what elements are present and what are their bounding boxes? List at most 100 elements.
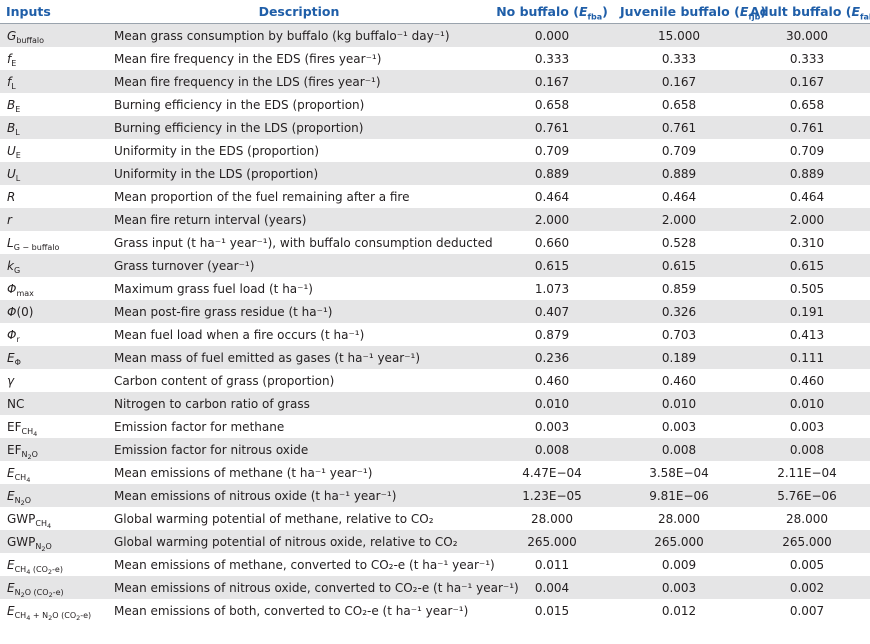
juvenile-buffalo-value: 0.167: [614, 70, 744, 93]
table-row: NC Nitrogen to carbon ratio of grass 0.010…: [0, 392, 870, 415]
symbol-subscript: 2: [20, 498, 25, 507]
symbol-subscript: N: [14, 495, 21, 505]
no-buffalo-value: 0.889: [490, 162, 614, 185]
symbol-subscript: 2: [48, 590, 53, 599]
description-cell: Mean fire frequency in the EDS (fires ye…: [114, 51, 382, 66]
no-buffalo-value: 0.010: [490, 392, 614, 415]
symbol-main: E: [7, 488, 15, 503]
adult-buffalo-value: 0.007: [789, 603, 825, 618]
input-symbol: NC: [0, 392, 108, 415]
adult-buffalo-value: 0.002: [744, 576, 870, 599]
adult-buffalo-value: 0.505: [789, 281, 825, 296]
input-symbol: EN2O (CO2-e): [0, 576, 108, 599]
table-row: Φmax Maximum grass fuel load (t ha⁻¹) 1.07…: [0, 277, 870, 300]
no-buffalo-value: 0.460: [534, 373, 570, 388]
input-symbol: r: [0, 208, 108, 231]
table-row: EFN2O Emission factor for nitrous oxide 0.…: [0, 438, 870, 461]
input-symbol: BE: [0, 93, 108, 116]
juvenile-buffalo-value: 0.003: [661, 419, 697, 434]
description-cell: Mean post-fire grass residue (t ha⁻¹): [108, 300, 490, 323]
table-row: Gbuffalo Mean grass consumption by buffal…: [0, 23, 870, 47]
table-row: R Mean proportion of the fuel remaining a…: [0, 185, 870, 208]
input-symbol: UL: [0, 162, 108, 185]
input-symbol: BL: [0, 116, 108, 139]
table-row: γ Carbon content of grass (proportion) 0.4…: [0, 369, 870, 392]
table-row: fL Mean fire frequency in the LDS (fires …: [0, 70, 870, 93]
symbol-main: Φ: [7, 327, 17, 342]
table-row: ECH4 + N2O (CO2-e) Mean emissions of both…: [0, 599, 870, 622]
adult-buffalo-value: 28.000: [786, 511, 828, 526]
symbol-main: k: [7, 258, 14, 273]
symbol-subscript: buffalo: [16, 35, 44, 45]
description-cell: Mean grass consumption by buffalo (kg bu…: [108, 23, 490, 47]
symbol-subscript: CH: [14, 564, 27, 574]
juvenile-buffalo-value: 0.008: [614, 438, 744, 461]
adult-buffalo-value: 0.464: [789, 189, 825, 204]
table-row: EN2O Mean emissions of nitrous oxide (t h…: [0, 484, 870, 507]
table-row: EFCH4 Emission factor for methane 0.003 0.0…: [0, 415, 870, 438]
adult-buffalo-value: 0.191: [744, 300, 870, 323]
description-cell: Carbon content of grass (proportion): [114, 373, 335, 388]
juvenile-buffalo-value: 0.703: [661, 327, 697, 342]
symbol-subscript: CH: [14, 472, 27, 482]
description-cell: Maximum grass fuel load (t ha⁻¹): [114, 281, 313, 296]
no-buffalo-value: 265.000: [490, 530, 614, 553]
table-header-row: Inputs Description No buffalo (Efba) Juv…: [0, 0, 870, 24]
adult-buffalo-value: 0.889: [744, 162, 870, 185]
symbol-subscript: E: [15, 104, 21, 114]
header-adult-symbol: E: [851, 4, 861, 19]
input-symbol: EFN2O: [0, 438, 108, 461]
symbol-main: E: [7, 465, 15, 480]
input-symbol: ECH4: [0, 461, 108, 484]
header-inputs: Inputs: [0, 0, 108, 24]
input-symbol: kG: [0, 254, 108, 277]
table-row: Φ(0) Mean post-fire grass residue (t ha⁻¹…: [0, 300, 870, 323]
juvenile-buffalo-value: 0.189: [614, 346, 744, 369]
symbol-main: E: [7, 603, 15, 618]
table-row: GWPCH4 Global warming potential of methan…: [0, 507, 870, 530]
symbol-subscript: -e): [52, 564, 63, 574]
symbol-subscript: G − buffalo: [13, 242, 60, 252]
no-buffalo-value: 2.000: [490, 208, 614, 231]
header-juvenile-label: Juvenile buffalo (: [620, 4, 740, 19]
table-row: LG − buffalo Grass input (t ha⁻¹ year⁻¹),…: [0, 231, 870, 254]
table-body: Gbuffalo Mean grass consumption by buffal…: [0, 23, 870, 623]
no-buffalo-value: 1.073: [534, 281, 570, 296]
juvenile-buffalo-value: 2.000: [614, 208, 744, 231]
symbol-main: GWP: [7, 534, 36, 549]
symbol-subscript: 2: [41, 544, 46, 553]
header-no-buffalo-close: ): [602, 4, 608, 19]
description-cell: Emission factor for nitrous oxide: [108, 438, 490, 461]
symbol-main: GWP: [7, 511, 36, 526]
adult-buffalo-value: 30.000: [744, 23, 870, 47]
input-symbol: GWPN2O: [0, 530, 108, 553]
input-symbol: γ: [0, 369, 108, 392]
juvenile-buffalo-value: 0.709: [661, 143, 697, 158]
input-symbol: Φmax: [0, 277, 108, 300]
symbol-subscript: N: [21, 449, 28, 459]
adult-buffalo-value: 0.310: [789, 235, 825, 250]
symbol-main: B: [7, 97, 16, 112]
adult-buffalo-value: 265.000: [744, 530, 870, 553]
description-cell: Mean emissions of nitrous oxide (t ha⁻¹ …: [108, 484, 490, 507]
header-no-buffalo-symbol: E: [578, 4, 588, 19]
no-buffalo-value: 0.761: [490, 116, 614, 139]
symbol-subscript: 2: [20, 590, 25, 599]
header-juvenile-buffalo: Juvenile buffalo (Efjb): [614, 0, 766, 24]
adult-buffalo-value: 0.008: [744, 438, 870, 461]
juvenile-buffalo-value: 0.761: [614, 116, 744, 139]
header-adult-label: Adult buffalo (: [750, 4, 852, 19]
header-adult-buffalo: Adult buffalo (Efab): [744, 0, 870, 24]
symbol-subscript: 4: [47, 521, 52, 530]
symbol-subscript: CH: [35, 518, 48, 528]
table-row: EΦ Mean mass of fuel emitted as gases (t …: [0, 346, 870, 369]
symbol-subscript: (CO: [30, 564, 48, 574]
juvenile-buffalo-value: 0.528: [661, 235, 697, 250]
adult-buffalo-value: 5.76E−06: [744, 484, 870, 507]
no-buffalo-value: 0.003: [534, 419, 570, 434]
table-row: EN2O (CO2-e) Mean emissions of nitrous ox…: [0, 576, 870, 599]
symbol-main: E: [7, 557, 15, 572]
juvenile-buffalo-value: 265.000: [614, 530, 744, 553]
header-description: Description: [108, 0, 490, 24]
symbol-subscript: 2: [76, 613, 81, 622]
